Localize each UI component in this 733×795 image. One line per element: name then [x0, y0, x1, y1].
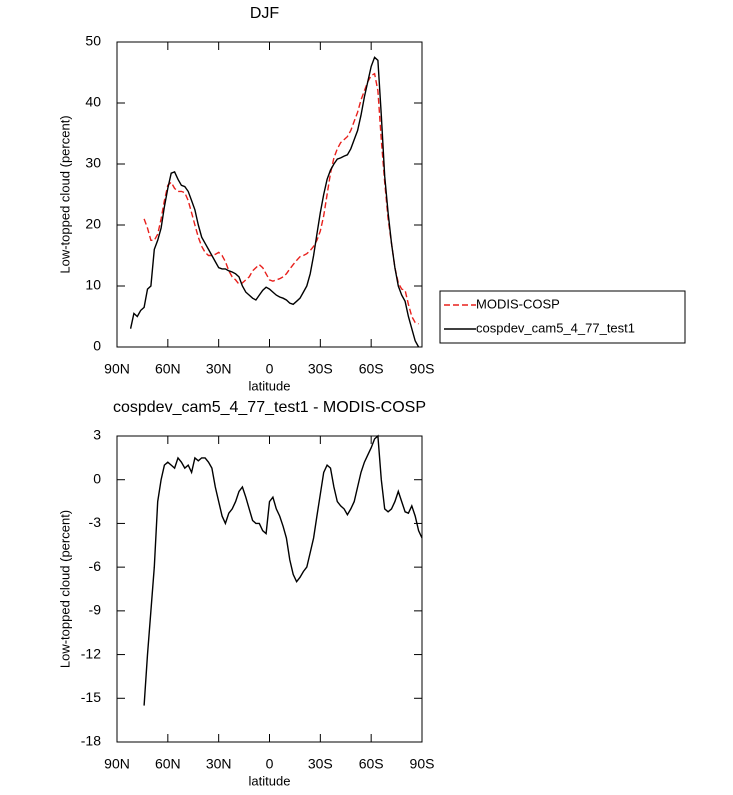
y-tick-label: 30 — [85, 155, 101, 171]
y-tick-label: -12 — [81, 645, 101, 661]
y-tick-label: 20 — [85, 216, 101, 232]
legend-label: MODIS-COSP — [476, 296, 560, 311]
x-axis-label: latitude — [249, 773, 291, 788]
y-tick-label: 3 — [93, 427, 101, 443]
x-tick-label: 60S — [359, 361, 384, 377]
y-tick-label: 50 — [85, 33, 101, 49]
x-tick-label: 30S — [308, 756, 333, 772]
y-tick-label: 0 — [93, 470, 101, 486]
x-tick-label: 60N — [155, 756, 181, 772]
x-tick-label: 90S — [410, 361, 435, 377]
legend-label: cospdev_cam5_4_77_test1 — [476, 320, 635, 335]
x-tick-label: 90N — [104, 361, 130, 377]
data-line — [129, 56, 420, 348]
y-tick-label: -15 — [81, 689, 101, 705]
x-axis-label: latitude — [249, 378, 291, 393]
x-tick-label: 30N — [206, 361, 232, 377]
y-tick-label: -18 — [81, 733, 101, 749]
y-tick-label: 10 — [85, 277, 101, 293]
chart-title: DJF — [250, 5, 280, 22]
y-tick-label: -6 — [89, 558, 102, 574]
x-tick-label: 90S — [410, 756, 435, 772]
x-tick-label: 90N — [104, 756, 130, 772]
chart-title: cospdev_cam5_4_77_test1 - MODIS-COSP — [113, 399, 426, 416]
y-axis-label: Low-topped cloud (percent) — [57, 510, 72, 668]
y-tick-label: -3 — [89, 514, 102, 530]
plot-frame — [116, 435, 423, 743]
x-tick-label: 60N — [155, 361, 181, 377]
y-tick-label: -9 — [89, 602, 102, 618]
x-tick-label: 0 — [266, 756, 274, 772]
x-tick-label: 30N — [206, 756, 232, 772]
y-tick-label: 40 — [85, 94, 101, 110]
legend-box — [439, 290, 686, 344]
data-line — [143, 72, 419, 325]
x-tick-label: 60S — [359, 756, 384, 772]
x-tick-label: 30S — [308, 361, 333, 377]
data-line — [143, 434, 423, 706]
x-tick-label: 0 — [266, 361, 274, 377]
y-tick-label: 0 — [93, 338, 101, 354]
plot-frame — [116, 41, 423, 348]
y-axis-label: Low-topped cloud (percent) — [57, 115, 72, 273]
